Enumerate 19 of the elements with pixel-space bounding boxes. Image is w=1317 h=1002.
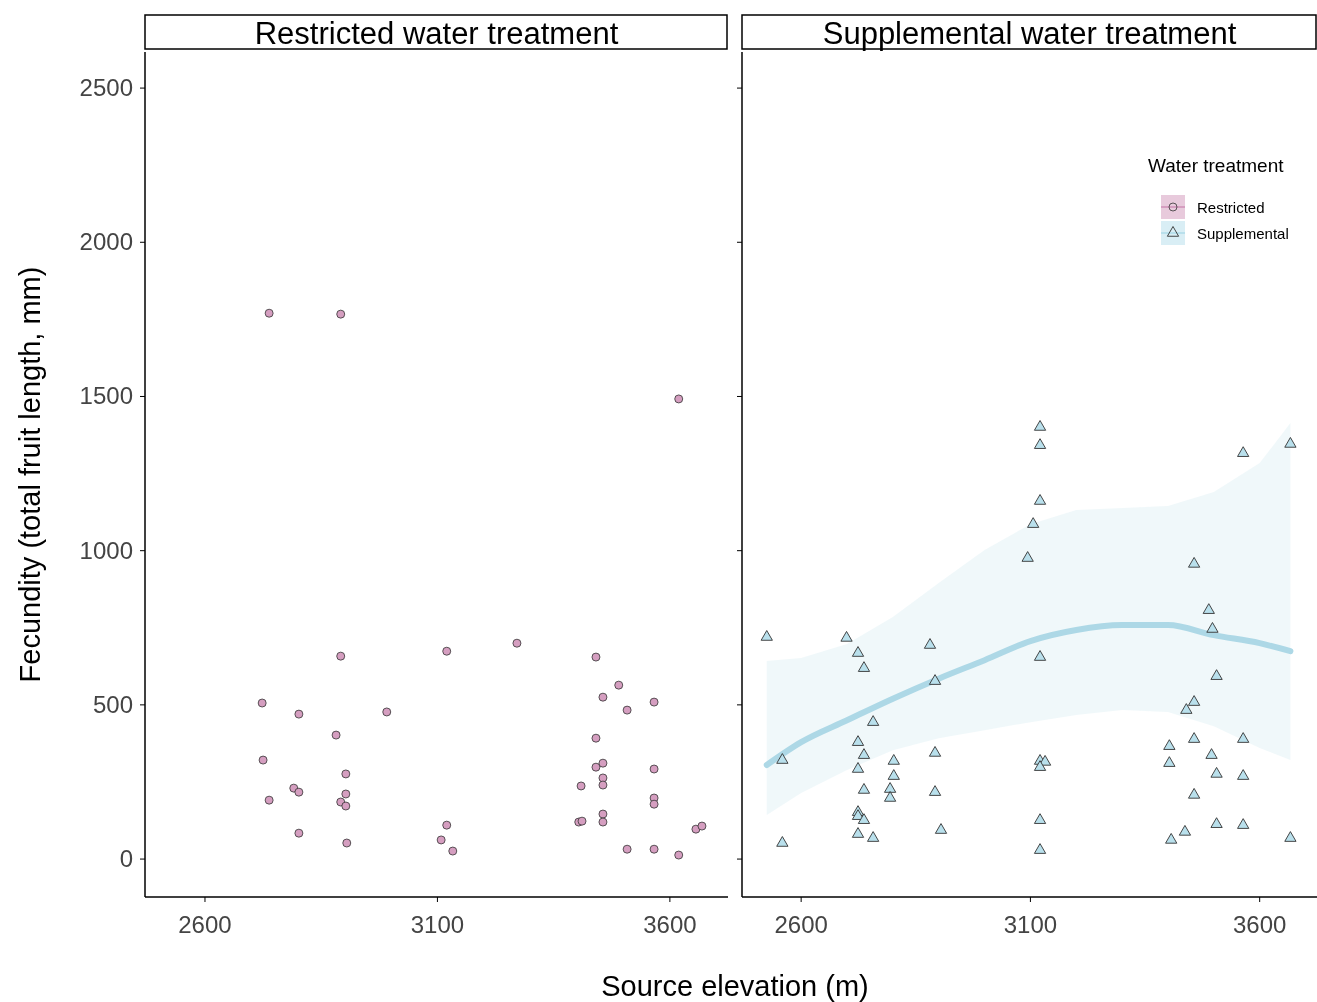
x-tick-label: 3100: [410, 911, 465, 938]
y-tick-label: 500: [92, 690, 133, 718]
legend-label: Supplemental: [1197, 225, 1289, 242]
y-tick-label: 2000: [79, 228, 133, 256]
x-tick-label: 3600: [643, 911, 697, 938]
x-tick-label: 3100: [1003, 911, 1058, 938]
y-tick-label: 2500: [79, 74, 133, 102]
y-tick-label: 0: [119, 845, 133, 873]
y-tick-label: 1000: [79, 536, 133, 564]
y-axis-title: Fecundity (total fruit length, mm): [14, 266, 46, 683]
x-tick-label: 3600: [1232, 911, 1287, 938]
chart-title: Supplemental water treatment: [822, 16, 1237, 51]
x-tick-label: 2600: [178, 911, 232, 938]
x-tick-label: 2600: [774, 911, 828, 938]
chart-title: Restricted water treatment: [254, 16, 619, 51]
legend-label: Restricted: [1197, 199, 1265, 216]
x-axis-title: Source elevation (m): [601, 970, 869, 1002]
legend-title: Water treatment: [1148, 155, 1285, 176]
y-tick-label: 1500: [79, 382, 133, 410]
